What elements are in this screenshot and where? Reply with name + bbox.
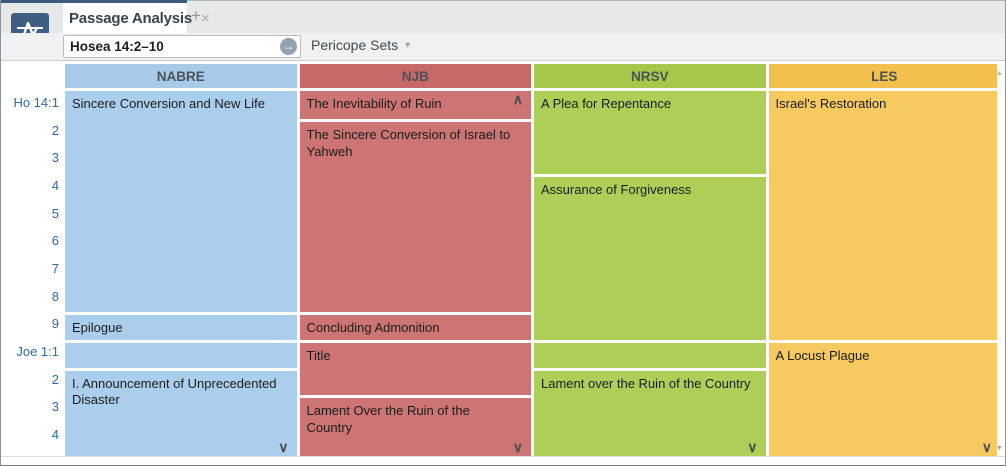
verse-label: 9 bbox=[51, 316, 59, 332]
verse-label: 6 bbox=[51, 233, 59, 249]
verse-label: 3 bbox=[51, 399, 59, 415]
pericope-cell[interactable]: Lament over the Ruin of the Country ∨ bbox=[534, 370, 766, 456]
vertical-scrollbar[interactable]: ▲ ▼ bbox=[996, 61, 1005, 456]
pericope-cell[interactable]: A Locust Plague ∨ bbox=[768, 342, 1000, 456]
tab-label: Passage Analysis bbox=[69, 9, 192, 27]
verse-label: 8 bbox=[51, 288, 59, 304]
verse-label: 4 bbox=[51, 177, 59, 193]
pericope-cell[interactable] bbox=[534, 342, 766, 368]
chevron-down-icon: ▾ bbox=[405, 39, 411, 51]
column-header-les[interactable]: LES bbox=[768, 64, 1000, 88]
overflow-up-icon: ∧ bbox=[512, 91, 523, 107]
pericope-cell[interactable]: A Plea for Repentance bbox=[534, 91, 766, 174]
pericope-title: Sincere Conversion and New Life bbox=[72, 96, 265, 111]
verse-label: Ho 14:1 bbox=[13, 95, 59, 110]
pericope-cell[interactable]: Sincere Conversion and New Life bbox=[65, 91, 297, 313]
overflow-down-icon: ∨ bbox=[747, 438, 758, 455]
verse-label: 5 bbox=[51, 205, 59, 221]
pericope-title: Title bbox=[306, 347, 331, 363]
pericope-cell[interactable]: Epilogue bbox=[65, 315, 297, 340]
scroll-up-icon[interactable]: ▲ bbox=[996, 70, 1003, 77]
pericope-title: A Locust Plague bbox=[775, 347, 870, 363]
overflow-down-icon: ∨ bbox=[278, 438, 289, 455]
tab-passage-analysis[interactable]: Passage Analysis × bbox=[63, 3, 210, 33]
pericope-cell[interactable] bbox=[65, 342, 297, 368]
bottom-strip bbox=[1, 456, 1005, 465]
pericope-cell[interactable]: The Sincere Conversion of Israel to Yahw… bbox=[299, 121, 531, 313]
pericope-cell[interactable]: Israel's Restoration bbox=[768, 91, 1000, 340]
verse-label: 3 bbox=[51, 150, 59, 166]
overflow-down-icon: ∨ bbox=[981, 438, 992, 455]
pulse-ecg-icon bbox=[17, 21, 43, 42]
verse-label: 2 bbox=[51, 371, 59, 387]
pericope-cell[interactable]: Title bbox=[299, 342, 531, 396]
pericope-title: Concluding Admonition bbox=[306, 320, 440, 336]
pericope-cell[interactable]: I. Announcement of Unprecedented Disaste… bbox=[65, 370, 297, 456]
verse-label: Joe 1:1 bbox=[16, 343, 59, 359]
pericope-title: Assurance of Forgiveness bbox=[541, 181, 692, 197]
pericope-title: The Sincere Conversion of Israel to Yahw… bbox=[306, 126, 511, 159]
pericope-cell[interactable]: Assurance of Forgiveness bbox=[534, 176, 766, 340]
column-header-njb[interactable]: NJB bbox=[299, 64, 531, 88]
pericope-title: A Plea for Repentance bbox=[541, 96, 672, 111]
column-header-nabre[interactable]: NABRE bbox=[65, 64, 297, 88]
pericope-sets-label: Pericope Sets bbox=[311, 37, 399, 53]
column-header-nrsv[interactable]: NRSV bbox=[534, 64, 766, 88]
verse-label: 4 bbox=[51, 426, 59, 442]
overflow-down-icon: ∨ bbox=[512, 438, 523, 455]
new-tab-button[interactable]: + bbox=[191, 6, 201, 25]
tab-bar: ▾ Passage Analysis × + bbox=[1, 0, 1005, 61]
active-tab-accent-bar bbox=[1, 0, 187, 3]
pericope-title: Epilogue bbox=[72, 320, 123, 336]
verse-label: 7 bbox=[51, 260, 59, 276]
pericope-title: I. Announcement of Unprecedented Disaste… bbox=[72, 375, 277, 408]
pericope-title: The Inevitability of Ruin bbox=[306, 96, 442, 111]
pericope-cell[interactable]: Lament Over the Ruin of the Country ∨ bbox=[299, 398, 531, 456]
pericope-title: Lament over the Ruin of the Country bbox=[541, 375, 751, 391]
reference-input[interactable] bbox=[64, 39, 280, 54]
verse-label: 2 bbox=[51, 122, 59, 138]
pericope-cell[interactable]: Concluding Admonition bbox=[299, 315, 531, 340]
window-top-border bbox=[187, 0, 1005, 1]
scroll-down-icon[interactable]: ▼ bbox=[996, 445, 1003, 452]
pericope-title: Israel's Restoration bbox=[775, 96, 887, 111]
pericope-title: Lament Over the Ruin of the Country bbox=[306, 403, 470, 436]
pericope-sets-dropdown[interactable]: Pericope Sets ▾ bbox=[311, 37, 410, 53]
reference-box: → bbox=[63, 35, 301, 58]
pericope-cell[interactable]: The Inevitability of Ruin ∧ bbox=[299, 91, 531, 119]
close-tab-icon[interactable]: × bbox=[201, 9, 210, 27]
toolbar: → Pericope Sets ▾ bbox=[1, 33, 1005, 61]
go-arrow-icon[interactable]: → bbox=[280, 38, 297, 55]
pericope-grid: Ho 14:1 2 3 4 5 6 7 8 9 Joe 1:1 2 3 4 NABRE Sincere Co… bbox=[1, 61, 1005, 465]
